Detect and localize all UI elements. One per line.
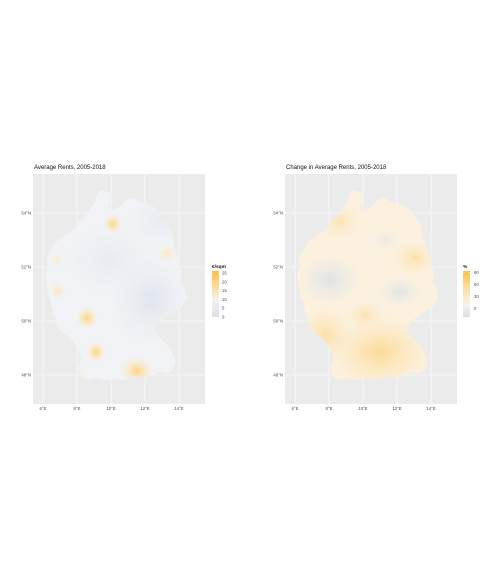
left-x-tick: 6°E xyxy=(40,406,47,411)
right-map-title: Change in Average Rents, 2005-2018 xyxy=(286,165,387,171)
right-x-tick: 6°E xyxy=(292,406,299,411)
left-x-tick: 10°E xyxy=(106,406,115,411)
right-x-tick: 12°E xyxy=(392,406,401,411)
left-legend-label: 15 xyxy=(222,288,227,293)
left-legend-label: 20 xyxy=(222,279,227,284)
left-legend-label: 25 xyxy=(222,271,227,276)
right-y-tick: 50°N xyxy=(273,319,283,324)
left-x-axis: 6°E 8°E 10°E 12°E 14°E xyxy=(40,406,184,411)
right-change-surface xyxy=(297,204,439,380)
hotspot-hamburg xyxy=(103,213,123,235)
right-legend-label: 90 xyxy=(474,270,479,275)
right-legend-label: 30 xyxy=(474,294,479,299)
right-y-tick: 54°N xyxy=(273,211,283,216)
hotspot-frankfurt xyxy=(75,306,99,330)
left-legend-label: 0 xyxy=(222,315,225,320)
right-legend-title: % xyxy=(463,264,468,270)
right-legend: % 90 60 30 0 xyxy=(463,264,479,317)
left-y-axis: 54°N 52°N 50°N 48°N xyxy=(21,211,31,378)
left-map-title: Average Rents, 2005-2018 xyxy=(34,165,106,171)
left-legend-title: €/sqm xyxy=(212,264,226,270)
left-y-tick: 52°N xyxy=(21,265,31,270)
right-y-tick: 48°N xyxy=(273,373,283,378)
right-x-tick: 8°E xyxy=(326,406,333,411)
right-legend-colorbar xyxy=(463,271,470,317)
right-x-axis: 6°E 8°E 10°E 12°E 14°E xyxy=(292,406,436,411)
left-x-tick: 14°E xyxy=(174,406,183,411)
hotspot-stuttgart xyxy=(85,341,107,363)
left-legend: €/sqm 25 20 15 10 5 0 xyxy=(212,264,227,320)
right-y-tick: 52°N xyxy=(273,265,283,270)
hotspot-cologne xyxy=(49,280,67,302)
left-y-tick: 48°N xyxy=(21,373,31,378)
right-x-tick: 14°E xyxy=(426,406,435,411)
right-legend-label: 60 xyxy=(474,282,479,287)
left-map-panel: 6°E 8°E 10°E 12°E 14°E 54°N 52°N 50°N 48… xyxy=(21,174,227,411)
left-y-tick: 54°N xyxy=(21,211,31,216)
left-x-tick: 12°E xyxy=(140,406,149,411)
left-y-tick: 50°N xyxy=(21,319,31,324)
left-legend-label: 10 xyxy=(222,297,227,302)
left-legend-label: 5 xyxy=(222,306,225,311)
left-x-tick: 8°E xyxy=(74,406,81,411)
right-y-axis: 54°N 52°N 50°N 48°N xyxy=(273,211,283,378)
right-map-panel: 6°E 8°E 10°E 12°E 14°E 54°N 52°N 50°N 48… xyxy=(273,174,479,411)
hotspot-berlin xyxy=(157,243,177,263)
left-legend-colorbar xyxy=(212,271,219,317)
right-x-tick: 10°E xyxy=(358,406,367,411)
right-legend-label: 0 xyxy=(474,306,477,311)
